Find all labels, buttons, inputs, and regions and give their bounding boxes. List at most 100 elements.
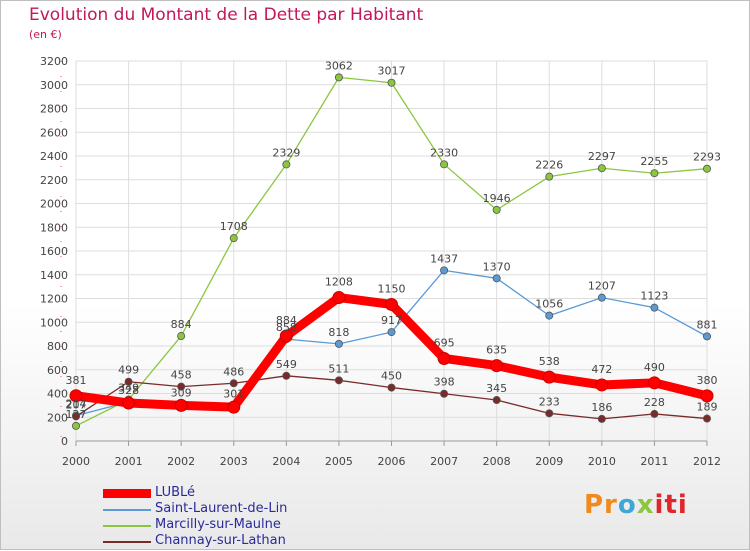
data-label-marcilly-sur-maulne: 884 [171, 318, 192, 331]
data-point-channay-sur-lathan [124, 377, 133, 386]
legend-label: LUBLé [155, 485, 196, 500]
data-point-lubl [595, 378, 609, 392]
y-tick-label: 1400 [40, 269, 68, 282]
x-tick-label: 2003 [220, 455, 248, 468]
chart-subtitle: (en €) [29, 28, 62, 41]
x-tick-label: 2005 [325, 455, 353, 468]
data-point-marcilly-sur-maulne [545, 172, 554, 181]
data-label-saint-laurent-de-lin: 214 [66, 398, 87, 411]
x-tick-label: 2010 [588, 455, 616, 468]
data-label-saint-laurent-de-lin: 917 [381, 314, 402, 327]
data-point-lubl [332, 291, 346, 305]
data-point-lubl [647, 376, 661, 390]
logo-part-2: o [617, 490, 637, 520]
data-point-channay-sur-lathan [387, 383, 396, 392]
data-label-lubl: 538 [539, 355, 560, 368]
data-label-saint-laurent-de-lin: 858 [276, 321, 297, 334]
data-point-lubl [700, 389, 714, 403]
data-point-channay-sur-lathan [545, 409, 554, 418]
data-point-channay-sur-lathan [597, 414, 606, 423]
proxiti-logo: Proxiti [584, 490, 688, 520]
data-label-marcilly-sur-maulne: 3017 [378, 65, 406, 78]
data-label-lubl: 635 [486, 344, 507, 357]
y-tick-label: 0 [61, 435, 68, 448]
data-label-lubl: 490 [644, 361, 665, 374]
data-point-channay-sur-lathan [72, 412, 81, 421]
data-label-channay-sur-lathan: 228 [644, 396, 665, 409]
data-point-marcilly-sur-maulne [597, 164, 606, 173]
data-label-channay-sur-lathan: 345 [486, 382, 507, 395]
data-label-marcilly-sur-maulne: 2226 [535, 159, 563, 172]
y-tick-label: 600 [47, 364, 68, 377]
data-point-lubl [279, 329, 293, 343]
data-label-saint-laurent-de-lin: 881 [697, 318, 718, 331]
y-tick-label: 1800 [40, 221, 68, 234]
data-label-saint-laurent-de-lin: 1437 [430, 252, 458, 265]
data-label-lubl: 695 [434, 336, 455, 349]
legend-swatch-lubl [103, 489, 151, 498]
data-point-saint-laurent-de-lin [650, 303, 659, 312]
chart-title: Evolution du Montant de la Dette par Hab… [29, 5, 424, 25]
legend-swatch-marcilly-sur-maulne [103, 525, 151, 527]
data-label-marcilly-sur-maulne: 2255 [640, 155, 668, 168]
x-tick-label: 2001 [115, 455, 143, 468]
data-point-lubl [542, 370, 556, 384]
data-point-marcilly-sur-maulne [387, 78, 396, 87]
data-label-channay-sur-lathan: 189 [697, 401, 718, 414]
data-point-marcilly-sur-maulne [334, 73, 343, 82]
data-label-lubl: 381 [66, 374, 87, 387]
data-label-channay-sur-lathan: 549 [276, 358, 297, 371]
series-layer [69, 73, 714, 430]
data-label-lubl: 884 [276, 314, 297, 327]
data-label-channay-sur-lathan: 233 [539, 395, 560, 408]
y-tick-label: 1600 [40, 245, 68, 258]
y-tick-label: 2800 [40, 103, 68, 116]
data-label-saint-laurent-de-lin: 1056 [535, 298, 563, 311]
data-point-marcilly-sur-maulne [492, 205, 501, 214]
data-point-lubl [385, 297, 398, 311]
data-point-lubl [69, 389, 83, 403]
data-point-channay-sur-lathan [282, 371, 291, 380]
data-point-channay-sur-lathan [440, 389, 449, 398]
x-tick-label: 2002 [167, 455, 195, 468]
data-label-saint-laurent-de-lin: 1370 [483, 260, 511, 273]
data-point-lubl [437, 351, 451, 365]
y-tick-label: 2400 [40, 150, 68, 163]
axis-layer: 0 200 400 600 800 1000 1200 1400 1600 1800 2000 220… [40, 55, 721, 468]
legend-label: Channay-sur-Lathan [155, 533, 286, 548]
x-tick-label: 2007 [430, 455, 458, 468]
x-tick-label: 2006 [378, 455, 406, 468]
data-label-saint-laurent-de-lin: 309 [171, 386, 192, 399]
x-tick-label: 2012 [693, 455, 721, 468]
data-label-layer: 381 884 1208 1150 695 635 538 472 490 380 214 328 30… [66, 59, 722, 421]
data-point-marcilly-sur-maulne [177, 332, 186, 341]
data-label-lubl: 472 [591, 363, 612, 376]
y-tick-label: 1200 [40, 293, 68, 306]
x-tick-label: 2008 [483, 455, 511, 468]
data-label-lubl: 1150 [378, 282, 406, 295]
y-tick-label: 400 [47, 388, 68, 401]
data-point-saint-laurent-de-lin [387, 328, 396, 337]
data-point-saint-laurent-de-lin [440, 266, 449, 275]
data-point-saint-laurent-de-lin [334, 339, 343, 348]
x-tick-label: 2000 [62, 455, 90, 468]
data-point-lubl [174, 398, 188, 412]
legend-label: Saint-Laurent-de-Lin [155, 501, 288, 516]
data-label-marcilly-sur-maulne: 3062 [325, 59, 353, 72]
data-label-marcilly-sur-maulne: 349 [118, 382, 139, 395]
y-tick-label: 3000 [40, 79, 68, 92]
data-point-marcilly-sur-maulne [72, 421, 81, 430]
y-tick-label: 800 [47, 340, 68, 353]
data-point-lubl [122, 396, 136, 410]
data-label-marcilly-sur-maulne: 1946 [483, 192, 511, 205]
logo-part-1: Pr [584, 490, 618, 520]
x-tick-label: 2009 [535, 455, 563, 468]
data-point-channay-sur-lathan [650, 409, 659, 418]
data-point-marcilly-sur-maulne [440, 160, 449, 169]
data-point-channay-sur-lathan [703, 414, 712, 423]
data-point-channay-sur-lathan [177, 382, 186, 391]
data-label-channay-sur-lathan: 398 [434, 376, 455, 389]
legend-swatch-channay-sur-lathan [103, 541, 151, 543]
data-point-marcilly-sur-maulne [229, 234, 238, 243]
